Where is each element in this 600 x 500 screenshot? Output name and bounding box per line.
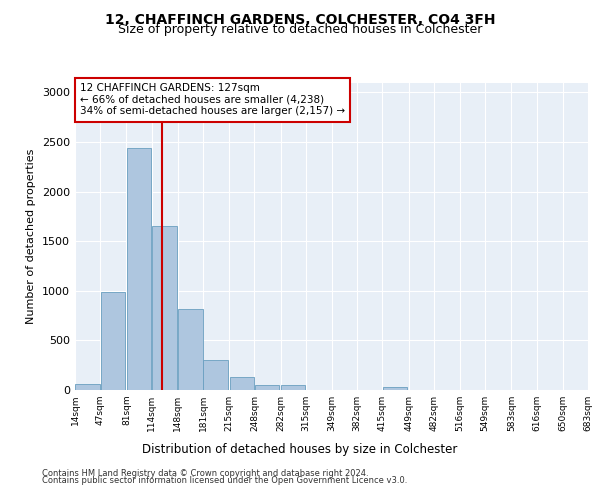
Bar [281,385,305,390]
Y-axis label: Number of detached properties: Number of detached properties [26,148,37,324]
Bar [383,387,407,390]
Text: Distribution of detached houses by size in Colchester: Distribution of detached houses by size … [142,442,458,456]
Text: Size of property relative to detached houses in Colchester: Size of property relative to detached ho… [118,22,482,36]
Text: Contains public sector information licensed under the Open Government Licence v3: Contains public sector information licen… [42,476,407,485]
Bar [203,360,228,390]
Bar [178,308,203,390]
Bar [76,384,100,390]
Text: 12 CHAFFINCH GARDENS: 127sqm
← 66% of detached houses are smaller (4,238)
34% of: 12 CHAFFINCH GARDENS: 127sqm ← 66% of de… [80,83,345,116]
Bar [101,292,125,390]
Bar [152,226,176,390]
Bar [230,377,254,390]
Text: Contains HM Land Registry data © Crown copyright and database right 2024.: Contains HM Land Registry data © Crown c… [42,468,368,477]
Text: 12, CHAFFINCH GARDENS, COLCHESTER, CO4 3FH: 12, CHAFFINCH GARDENS, COLCHESTER, CO4 3… [105,12,495,26]
Bar [255,384,280,390]
Bar [127,148,151,390]
